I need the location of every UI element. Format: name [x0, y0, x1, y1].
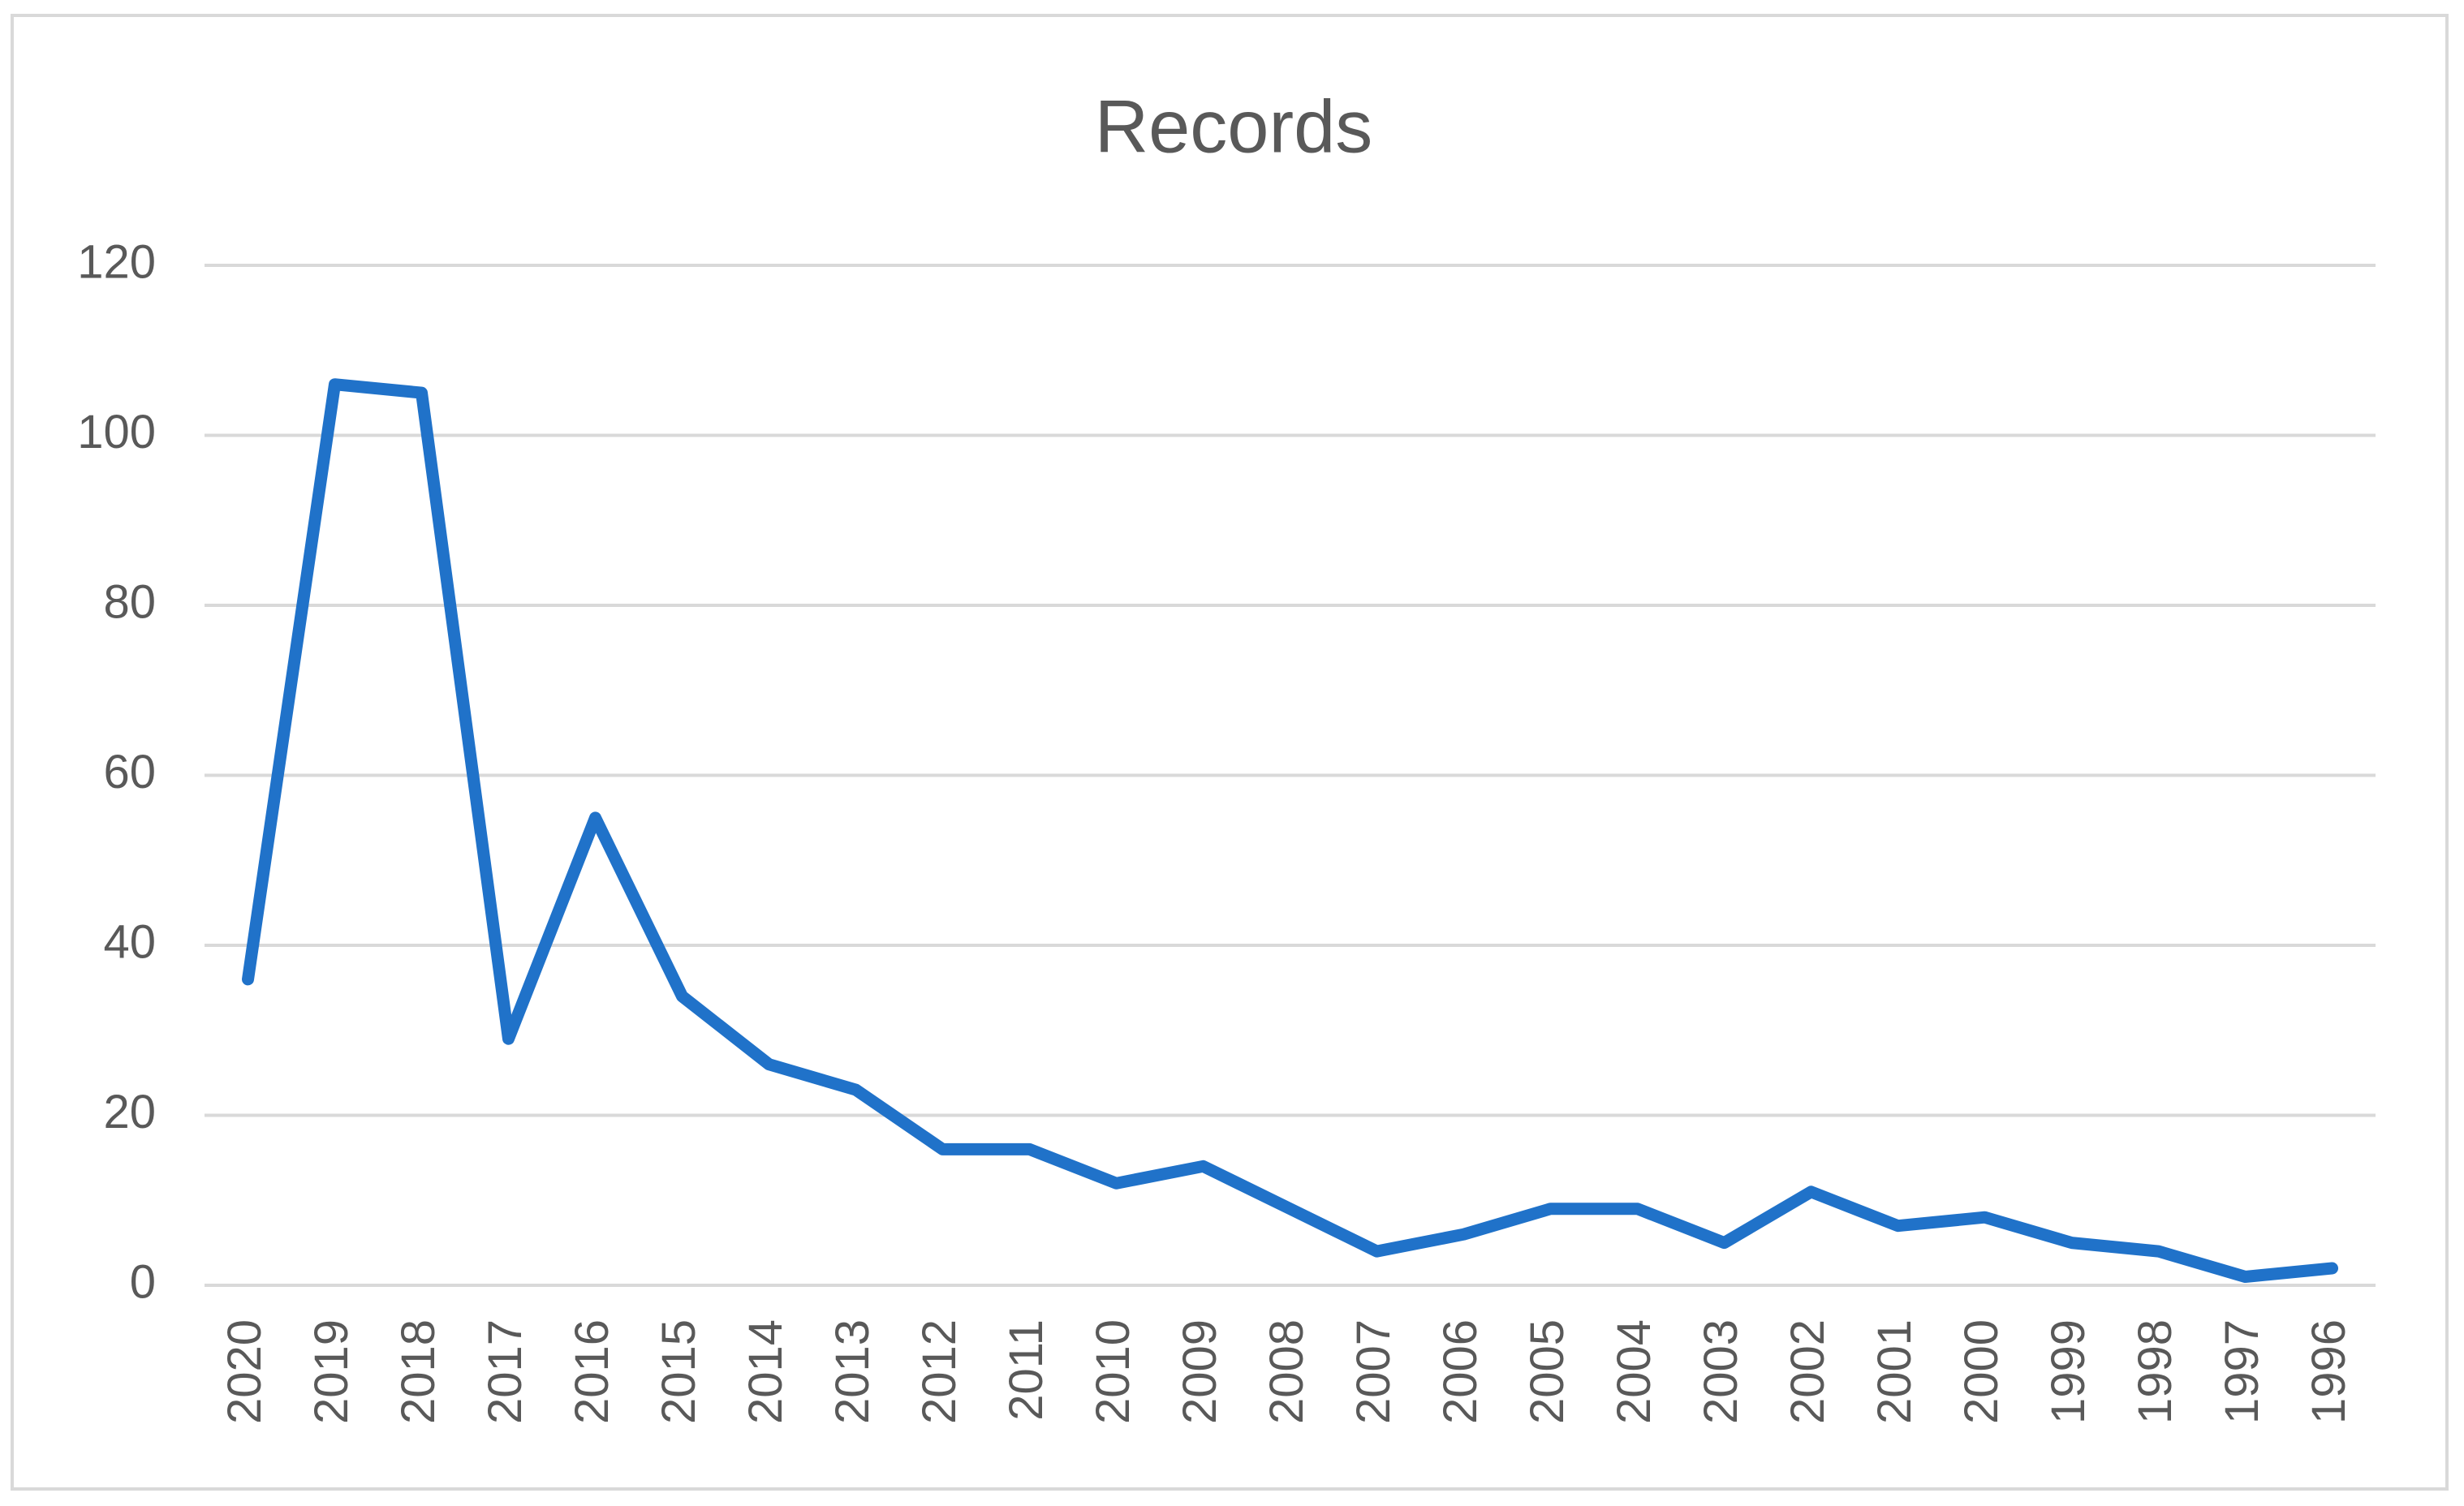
x-tick-label: 2014 [739, 1319, 792, 1424]
x-tick-label: 2006 [1434, 1319, 1487, 1424]
y-tick-label: 100 [77, 406, 156, 458]
x-tick-label: 1998 [2129, 1319, 2182, 1424]
x-tick-label: 2018 [392, 1319, 445, 1424]
x-tick-label: 2017 [479, 1319, 532, 1424]
x-tick-label: 2001 [1868, 1319, 1921, 1424]
x-tick-label: 2005 [1521, 1319, 1574, 1424]
y-tick-label: 40 [103, 915, 156, 968]
x-tick-label: 2009 [1174, 1319, 1226, 1424]
x-tick-label: 2020 [218, 1319, 271, 1424]
x-tick-label: 1997 [2216, 1319, 2268, 1424]
y-tick-label: 120 [77, 235, 156, 288]
y-tick-label: 0 [130, 1255, 156, 1308]
x-tick-label: 2007 [1347, 1319, 1400, 1424]
x-tick-label: 1996 [2302, 1319, 2355, 1424]
x-tick-label: 2012 [913, 1319, 966, 1424]
y-tick-label: 60 [103, 746, 156, 798]
x-tick-label: 2013 [826, 1319, 879, 1424]
x-tick-label: 2019 [305, 1319, 358, 1424]
x-tick-label: 2015 [653, 1319, 705, 1424]
data-line [242, 378, 2338, 1283]
x-tick-label: 2004 [1608, 1319, 1661, 1424]
y-tick-label: 80 [103, 575, 156, 628]
x-tick-label: 2011 [1000, 1319, 1053, 1421]
x-tick-label: 2002 [1781, 1319, 1834, 1424]
y-tick-label: 20 [103, 1086, 156, 1138]
x-tick-label: 2008 [1260, 1319, 1313, 1424]
x-tick-label: 2010 [1087, 1319, 1139, 1424]
chart-border [11, 14, 2449, 1491]
x-tick-label: 2016 [566, 1319, 618, 1424]
x-tick-label: 2003 [1695, 1319, 1747, 1424]
x-tick-label: 2000 [1955, 1319, 2008, 1424]
chart-title: Records [1095, 85, 1373, 168]
x-tick-label: 1999 [2042, 1319, 2095, 1424]
